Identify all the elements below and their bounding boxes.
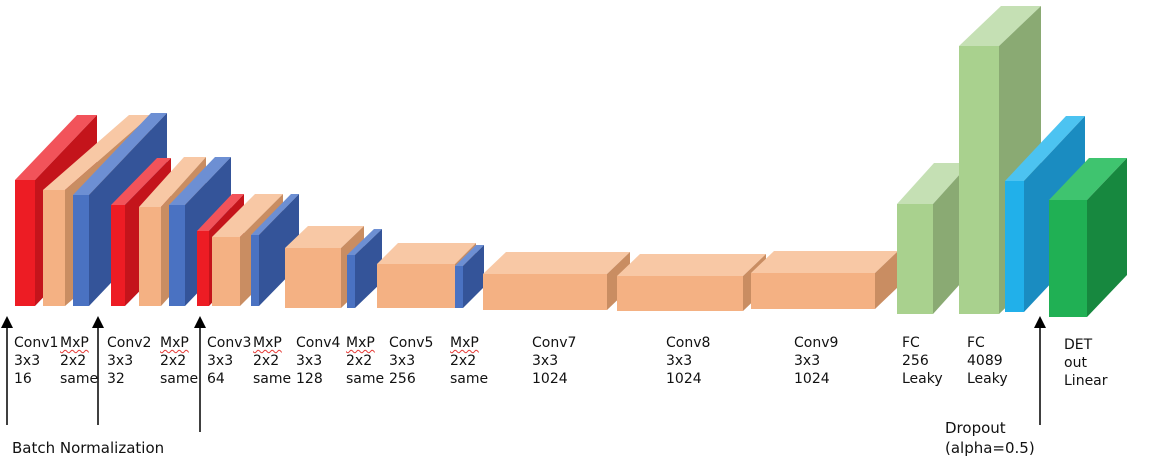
- dropout-block-top: [1005, 116, 1085, 181]
- batchnorm2-block-front: [169, 205, 185, 306]
- conv7-block-top: [483, 252, 630, 274]
- label-conv4: Conv4 3x3 128: [296, 335, 341, 387]
- batchnorm1-block-front: [73, 195, 89, 306]
- dropout-note: Dropout (alpha=0.5): [945, 419, 1035, 457]
- batchnorm1-block-top: [73, 113, 167, 195]
- maxpool1-block-front: [43, 190, 65, 306]
- conv7-block-front: [483, 274, 607, 310]
- label-det: DET out Linear: [1064, 337, 1108, 389]
- batchnorm3-block-side: [259, 194, 299, 306]
- label-fc4089: FC 4089 Leaky: [967, 335, 1008, 387]
- conv8-block-front: [617, 276, 743, 311]
- label-conv1: Conv1 3x3 16: [14, 335, 59, 387]
- conv7-block: [483, 252, 630, 310]
- det-block-side: [1087, 158, 1127, 317]
- conv8-block: [617, 254, 766, 311]
- det-block: [1049, 158, 1127, 317]
- fc4089-block-front: [959, 46, 999, 314]
- maxpool1-block-top: [43, 115, 151, 190]
- batch-normalization-note: Batch Normalization: [12, 439, 165, 457]
- conv8-block-top: [617, 254, 766, 276]
- fc256-block-front: [897, 204, 933, 314]
- label-maxpool1: MxP 2x2 same: [60, 335, 99, 387]
- label-maxpool4: MxP 2x2 same: [346, 335, 385, 387]
- label-maxpool5: MxP 2x2 same: [450, 335, 489, 387]
- label-maxpool2: MxP 2x2 same: [160, 335, 199, 387]
- conv5-block-top: [377, 243, 476, 264]
- label-conv5: Conv5 3x3 256: [389, 335, 434, 387]
- label-conv3: Conv3 3x3 64: [207, 335, 252, 387]
- maxpool2-block-top: [139, 157, 206, 207]
- batchnorm3-block-front: [251, 235, 259, 306]
- maxpool3-block-top: [212, 194, 283, 237]
- fc256-block-top: [897, 163, 970, 204]
- label-maxpool3: MxP 2x2 same: [253, 335, 292, 387]
- conv2-block-top: [111, 158, 171, 205]
- pointer-arrows: [1, 316, 1046, 432]
- conv3-block-front: [197, 231, 209, 306]
- maxpool2-block-front: [139, 207, 161, 306]
- maxpool5-block-side: [463, 245, 484, 308]
- label-fc256: FC 256 Leaky: [902, 335, 943, 387]
- label-conv8: Conv8 3x3 1024: [666, 335, 711, 387]
- conv1-block-top: [15, 115, 97, 180]
- label-conv2: Conv2 3x3 32: [107, 335, 152, 387]
- maxpool4-block-top: [347, 229, 382, 255]
- maxpool3-block-front: [212, 237, 240, 306]
- conv9-block: [751, 251, 898, 309]
- maxpool5-block-top: [455, 245, 484, 266]
- conv5-block-front: [377, 264, 455, 308]
- det-block-front: [1049, 200, 1087, 317]
- batchnorm3-block-top: [251, 194, 299, 235]
- maxpool4-block-side: [355, 229, 382, 308]
- conv9-block-top: [751, 251, 898, 273]
- conv9-block-front: [751, 273, 875, 309]
- fc4089-block-top: [959, 6, 1041, 46]
- label-conv9: Conv9 3x3 1024: [794, 335, 839, 387]
- maxpool5-block-front: [455, 266, 463, 308]
- conv4-block-top: [285, 226, 364, 248]
- det-block-top: [1049, 158, 1127, 200]
- conv2-block-front: [111, 205, 125, 306]
- label-conv7: Conv7 3x3 1024: [532, 335, 577, 387]
- conv3-block-top: [197, 194, 244, 231]
- maxpool4-block: [347, 229, 382, 308]
- conv9-block-side: [875, 251, 898, 309]
- conv1-block-front: [15, 180, 35, 306]
- batchnorm3-block: [251, 194, 299, 306]
- maxpool5-block: [455, 245, 484, 308]
- layer-blocks: [15, 6, 1127, 317]
- dropout-block-front: [1005, 181, 1024, 312]
- batchnorm2-block-top: [169, 157, 231, 205]
- conv4-block-front: [285, 248, 341, 308]
- maxpool4-block-front: [347, 255, 355, 308]
